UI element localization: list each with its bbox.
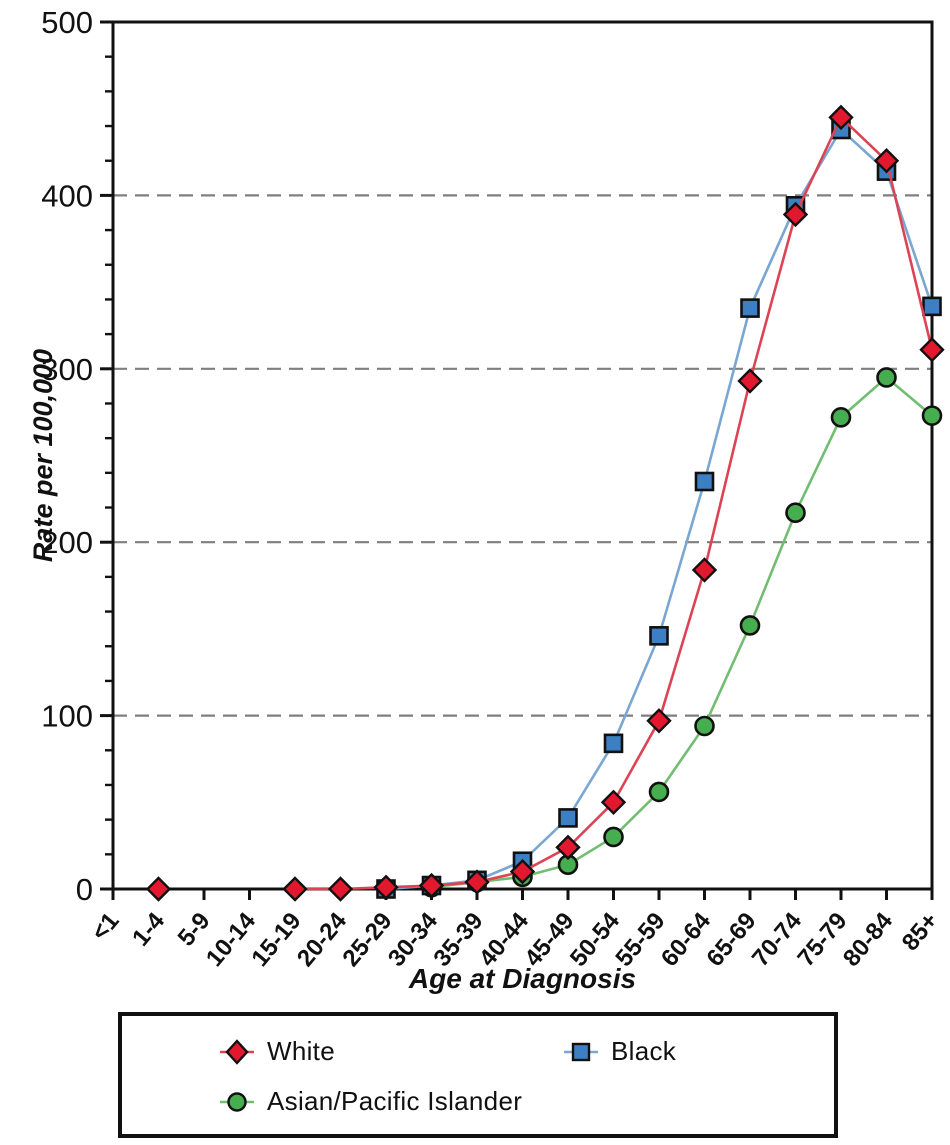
line-black (385, 127, 934, 891)
chart-legend: White Black Asian/Pacific Islander (118, 1012, 838, 1138)
x-tick-label-5: 20-24 (292, 907, 353, 972)
point-white-55-59 (646, 708, 672, 734)
legend-item-asian-pacific-islander: Asian/Pacific Islander (218, 1086, 522, 1117)
x-tick-label-13: 60-64 (656, 907, 717, 972)
point-white-15-19 (282, 876, 308, 902)
x-tick-label-1: 1-4 (127, 907, 170, 951)
x-tick-label-0: <1 (86, 908, 124, 946)
point-black-85+ (922, 296, 942, 317)
x-tick-label-6: 25-29 (337, 908, 397, 972)
y-tick-label-100: 100 (41, 699, 93, 734)
point-white-50-54 (600, 789, 627, 815)
point-black-60-64 (694, 471, 715, 492)
y-tick-label-300: 300 (41, 352, 93, 387)
point-white-20-24 (327, 876, 354, 902)
y-tick-label-0: 0 (76, 872, 93, 907)
y-tick-label-400: 400 (41, 178, 93, 213)
point-white-25-29 (373, 874, 399, 900)
y-axis-title: Rate per 100,000 (28, 349, 58, 562)
point-white-35-39 (464, 869, 490, 895)
point-white-40-44 (509, 858, 536, 885)
legend-label-black: Black (611, 1036, 677, 1066)
point-white-30-34 (418, 872, 445, 899)
point-black-45-49 (558, 808, 578, 828)
point-white-1-4 (145, 876, 172, 902)
x-tick-label-18: 85+ (897, 908, 944, 957)
x-tick-label-15: 70-74 (747, 907, 808, 972)
point-white-65-69 (737, 368, 763, 394)
point-white-45-49 (555, 834, 581, 861)
point-asian-pacific-islander-65-69 (739, 615, 761, 636)
y-tick-label-200: 200 (41, 525, 93, 560)
line-white (295, 115, 934, 891)
x-axis-title: Age at Diagnosis (408, 963, 636, 994)
legend-label-asian-pacific-islander: Asian/Pacific Islander (267, 1086, 523, 1116)
point-white-85+ (919, 337, 945, 363)
legend-item-black: Black (562, 1036, 676, 1067)
point-white-80-84 (873, 148, 900, 174)
point-asian-pacific-islander-60-64 (694, 715, 715, 737)
point-asian-pacific-islander-70-74 (785, 502, 806, 524)
x-tick-label-14: 65-69 (701, 908, 761, 972)
x-tick-label-16: 75-79 (792, 908, 852, 972)
plot-border (111, 20, 934, 891)
x-tick-label-17: 80-84 (838, 907, 899, 972)
point-black-55-59 (649, 626, 669, 646)
point-white-75-79 (828, 104, 854, 131)
legend-label-white: White (267, 1036, 335, 1066)
black-square-icon (562, 1039, 600, 1065)
point-black-65-69 (740, 298, 760, 318)
line-asian-pacific-islander (431, 375, 933, 889)
white-diamond-icon (218, 1038, 256, 1065)
point-asian-pacific-islander-85+ (921, 405, 943, 426)
point-white-60-64 (691, 557, 718, 583)
point-asian-pacific-islander-55-59 (648, 781, 670, 803)
y-tick-label-500: 500 (41, 5, 93, 40)
green-circle-icon (218, 1089, 256, 1115)
point-asian-pacific-islander-50-54 (603, 826, 624, 848)
point-asian-pacific-islander-75-79 (830, 407, 852, 428)
legend-item-white: White (218, 1036, 335, 1067)
point-asian-pacific-islander-80-84 (876, 367, 897, 388)
point-white-70-74 (782, 201, 809, 228)
x-tick-label-3: 10-14 (201, 907, 262, 972)
point-black-50-54 (603, 733, 624, 754)
x-tick-label-4: 15-19 (246, 908, 306, 972)
